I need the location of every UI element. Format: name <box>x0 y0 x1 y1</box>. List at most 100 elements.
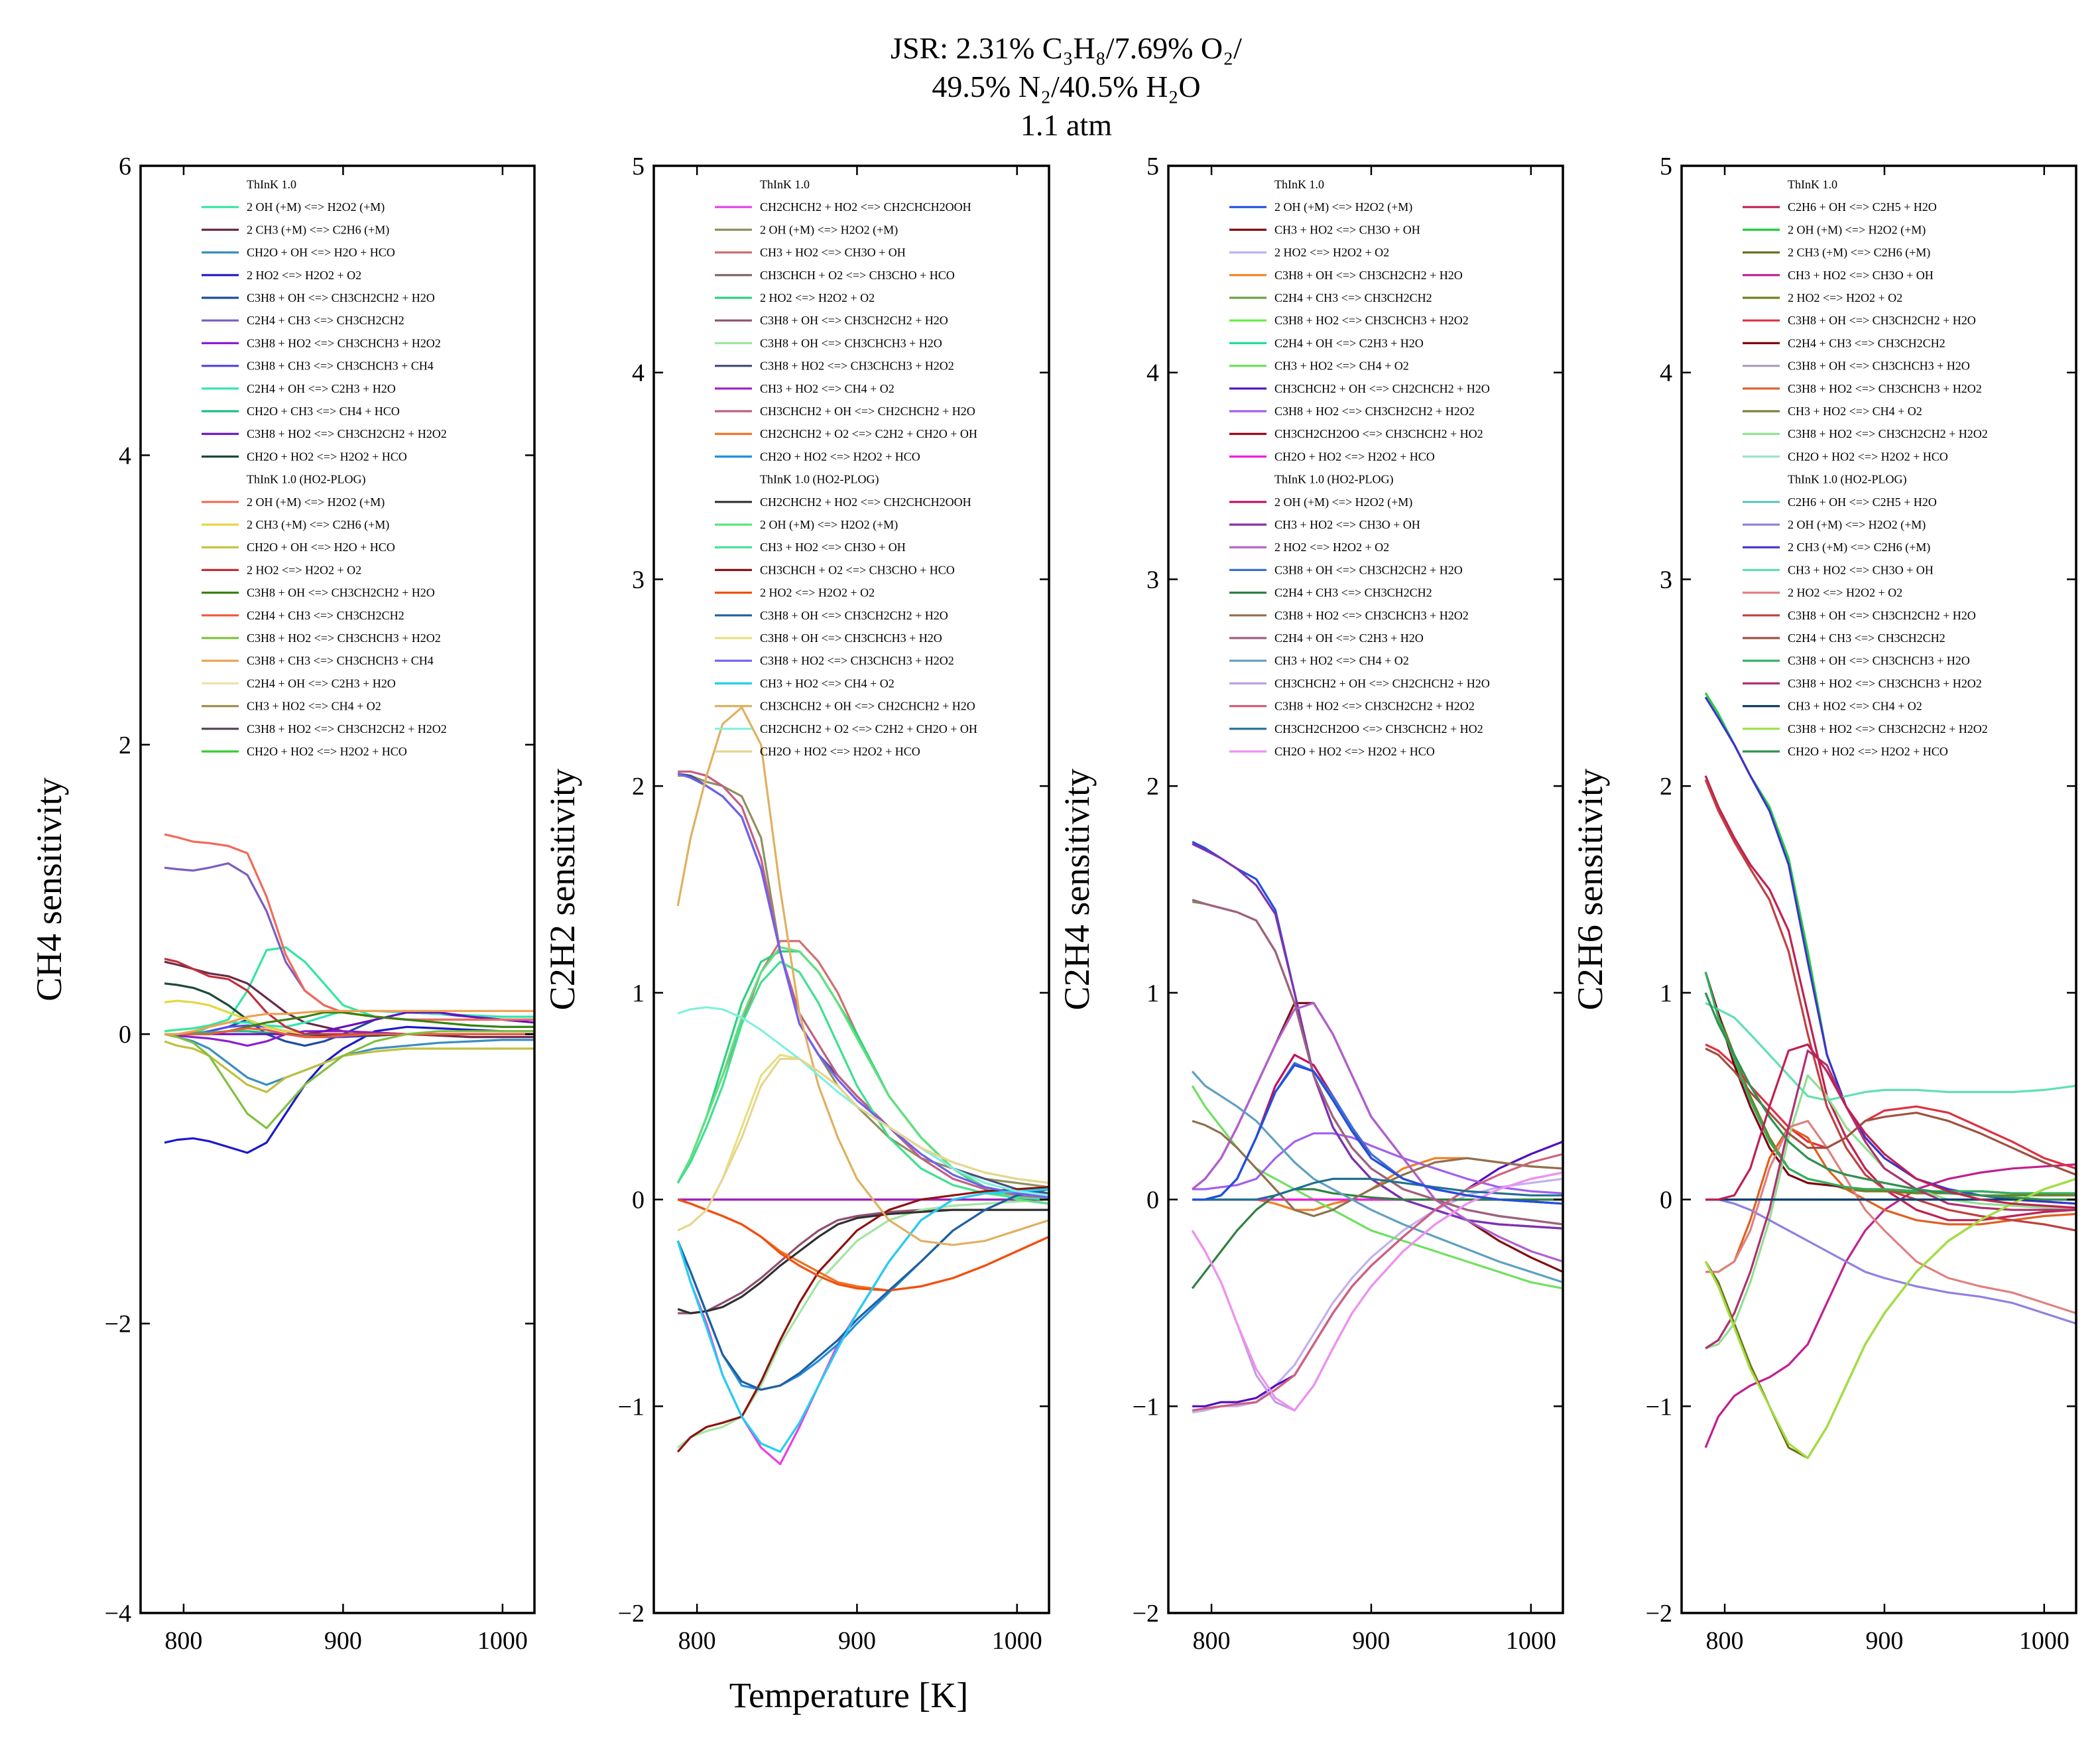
legend-entry: 2 CH3 (+M) <=> C2H6 (+M) <box>1788 246 1930 260</box>
y-tick-label: −2 <box>618 1600 645 1628</box>
legend-entry: C2H4 + OH <=> C2H3 + H2O <box>1274 336 1424 350</box>
legend-entry: CH3 + HO2 <=> CH4 + O2 <box>1274 359 1409 373</box>
legend-entry: C3H8 + OH <=> CH3CH2CH2 + H2O <box>247 291 435 304</box>
legend-entry: C3H8 + HO2 <=> CH3CH2CH2 + H2O2 <box>247 427 447 440</box>
legend-entry: 2 CH3 (+M) <=> C2H6 (+M) <box>247 518 389 532</box>
x-tick-label: 800 <box>1193 1627 1231 1655</box>
series-line <box>164 833 534 1021</box>
legend-entry: CH3CHCH2 + OH <=> CH2CHCH2 + H2O <box>760 405 975 418</box>
series-lines <box>1704 692 2076 1459</box>
legend-entry: ThInK 1.0 <box>1788 178 1837 191</box>
y-tick-label: 2 <box>1660 773 1672 801</box>
legend-entry: CH3 + HO2 <=> CH3O + OH <box>1788 563 1934 576</box>
legend-entry: C2H4 + OH <=> C2H3 + H2O <box>1274 631 1424 645</box>
series-line <box>1705 1126 2076 1273</box>
legend-entry: 2 OH (+M) <=> H2O2 (+M) <box>247 495 385 509</box>
series-line <box>1192 842 1563 1230</box>
legend-entry: C3H8 + HO2 <=> CH3CH2CH2 + H2O2 <box>1788 427 1988 440</box>
series-line <box>164 1027 534 1039</box>
series-lines <box>676 706 1049 1466</box>
legend-entry: CH2O + HO2 <=> H2O2 + HCO <box>1788 745 1948 758</box>
legend-entry: C3H8 + OH <=> CH3CHCH3 + H2O <box>1788 654 1970 667</box>
legend-entry: C2H4 + CH3 <=> CH3CH2CH2 <box>1788 631 1946 645</box>
y-tick-label: 1 <box>632 980 645 1007</box>
legend-entry: C3H8 + OH <=> CH3CHCH3 + H2O <box>1788 359 1970 373</box>
series-line <box>164 1040 534 1094</box>
y-tick-label: −2 <box>105 1311 131 1338</box>
y-tick-label: −2 <box>1133 1600 1159 1628</box>
legend-entry: ThInK 1.0 (HO2-PLOG) <box>1274 473 1393 487</box>
legend-entry: C3H8 + HO2 <=> CH3CHCH3 + H2O2 <box>1788 382 1982 395</box>
x-tick-label: 1000 <box>1506 1627 1556 1655</box>
legend: ThInK 1.0 2 OH (+M) <=> H2O2 (+M) 2 CH3 (+… <box>202 178 447 758</box>
plot-frame <box>1680 164 2077 1614</box>
legend-entry: CH3 + HO2 <=> CH3O + OH <box>1788 269 1934 282</box>
legend-entry: CH3 + HO2 <=> CH4 + O2 <box>1788 700 1922 713</box>
series-line <box>1705 1043 2076 1209</box>
x-tick-label: 900 <box>324 1627 362 1655</box>
legend-entry: C2H6 + OH <=> C2H5 + H2O <box>1788 495 1937 509</box>
legend-entry: CH2CHCH2 + HO2 <=> CH2CHCH2OOH <box>760 495 971 509</box>
legend-entry: 2 OH (+M) <=> H2O2 (+M) <box>760 223 898 237</box>
series-line <box>1705 1001 2076 1102</box>
legend-entry: CH2O + HO2 <=> H2O2 + HCO <box>760 450 920 463</box>
legend-entry: 2 OH (+M) <=> H2O2 (+M) <box>1274 200 1412 214</box>
legend-entry: ThInK 1.0 <box>1274 178 1324 191</box>
y-tick-label: 1 <box>1660 980 1672 1007</box>
legend-entry: C3H8 + OH <=> CH3CH2CH2 + H2O <box>760 314 948 327</box>
y-tick-label: −1 <box>618 1393 645 1421</box>
series-line <box>677 1057 1049 1232</box>
figure-title-line-2: 49.5% N₂/40.5% H₂O <box>932 70 1200 103</box>
plot-frame <box>1167 164 1564 1614</box>
legend-entry: 2 CH3 (+M) <=> C2H6 (+M) <box>1788 541 1930 554</box>
y-tick-label: 1 <box>1146 980 1159 1007</box>
plot-frame <box>139 164 536 1614</box>
y-tick-label: −1 <box>1646 1393 1672 1421</box>
legend-entry: CH2CHCH2 + O2 <=> C2H2 + CH2O + OH <box>760 722 977 736</box>
legend-entry: 2 HO2 <=> H2O2 + O2 <box>1788 586 1902 600</box>
series-line <box>164 1030 534 1130</box>
y-tick-label: 2 <box>1146 773 1159 801</box>
series-line <box>1705 1120 2076 1315</box>
legend-entry: CH2O + HO2 <=> H2O2 + HCO <box>1788 450 1948 463</box>
legend-entry: C3H8 + HO2 <=> CH3CH2CH2 + H2O2 <box>247 722 447 736</box>
x-tick-label: 1000 <box>992 1627 1042 1655</box>
series-line <box>676 946 1049 1205</box>
series-line <box>676 960 1049 1201</box>
legend-entry: CH2CHCH2 + O2 <=> C2H2 + CH2O + OH <box>760 427 977 440</box>
legend-entry: CH2O + HO2 <=> H2O2 + HCO <box>247 450 407 463</box>
legend-entry: 2 HO2 <=> H2O2 + O2 <box>1788 291 1902 304</box>
series-line <box>164 1009 534 1035</box>
legend-entry: C3H8 + HO2 <=> CH3CH2CH2 + H2O2 <box>1788 722 1988 736</box>
y-tick-label: 0 <box>119 1021 131 1049</box>
y-tick-label: 0 <box>1660 1187 1672 1214</box>
legend-entry: CH3 + HO2 <=> CH3O + OH <box>760 541 906 554</box>
legend-entry: 2 HO2 <=> H2O2 + O2 <box>247 269 361 282</box>
legend-entry: C3H8 + OH <=> CH3CH2CH2 + H2O <box>1274 269 1463 282</box>
legend-entry: CH3 + HO2 <=> CH3O + OH <box>1274 518 1420 531</box>
legend-entry: C3H8 + OH <=> CH3CH2CH2 + H2O <box>1788 314 1976 327</box>
legend: ThInK 1.0 2 OH (+M) <=> H2O2 (+M) CH3 + HO… <box>1229 178 1490 758</box>
legend-entry: ThInK 1.0 (HO2-PLOG) <box>1788 473 1906 487</box>
legend-entry: CH3CH2CH2OO <=> CH3CHCH2 + HO2 <box>1274 722 1483 736</box>
chart-panel-2: 800 900 1000 −2 −1 0 1 2 3 4 5 C2H2 sensitivity ThIn… <box>542 153 1050 1655</box>
series-line <box>1704 779 2076 1232</box>
legend-entry: C3H8 + CH3 <=> CH3CHCH3 + CH4 <box>247 654 434 667</box>
legend-entry: C3H8 + HO2 <=> CH3CHCH3 + H2O2 <box>1788 677 1982 690</box>
legend-entry: C2H4 + CH3 <=> CH3CH2CH2 <box>1274 291 1432 304</box>
chart-panel-4: 800 900 1000 −2 −1 0 1 2 3 4 5 C2H6 sensitivity ThIn… <box>1570 153 2077 1655</box>
legend-entry: ThInK 1.0 <box>760 178 810 191</box>
legend-entry: C3H8 + HO2 <=> CH3CHCH3 + H2O2 <box>247 336 441 350</box>
x-tick-label: 800 <box>678 1627 716 1655</box>
legend-entry: CH3 + HO2 <=> CH4 + O2 <box>1788 405 1922 418</box>
legend-entry: C2H4 + CH3 <=> CH3CH2CH2 <box>247 609 404 622</box>
series-lines <box>164 833 534 1154</box>
legend-entry: ThInK 1.0 (HO2-PLOG) <box>760 473 879 487</box>
legend-entry: 2 OH (+M) <=> H2O2 (+M) <box>760 518 898 532</box>
legend-entry: CH2O + HO2 <=> H2O2 + HCO <box>247 745 407 758</box>
y-tick-label: 4 <box>1660 359 1672 387</box>
legend-entry: 2 HO2 <=> H2O2 + O2 <box>1274 541 1389 554</box>
series-line <box>1192 1120 1563 1218</box>
y-tick-label: 5 <box>1660 153 1672 180</box>
